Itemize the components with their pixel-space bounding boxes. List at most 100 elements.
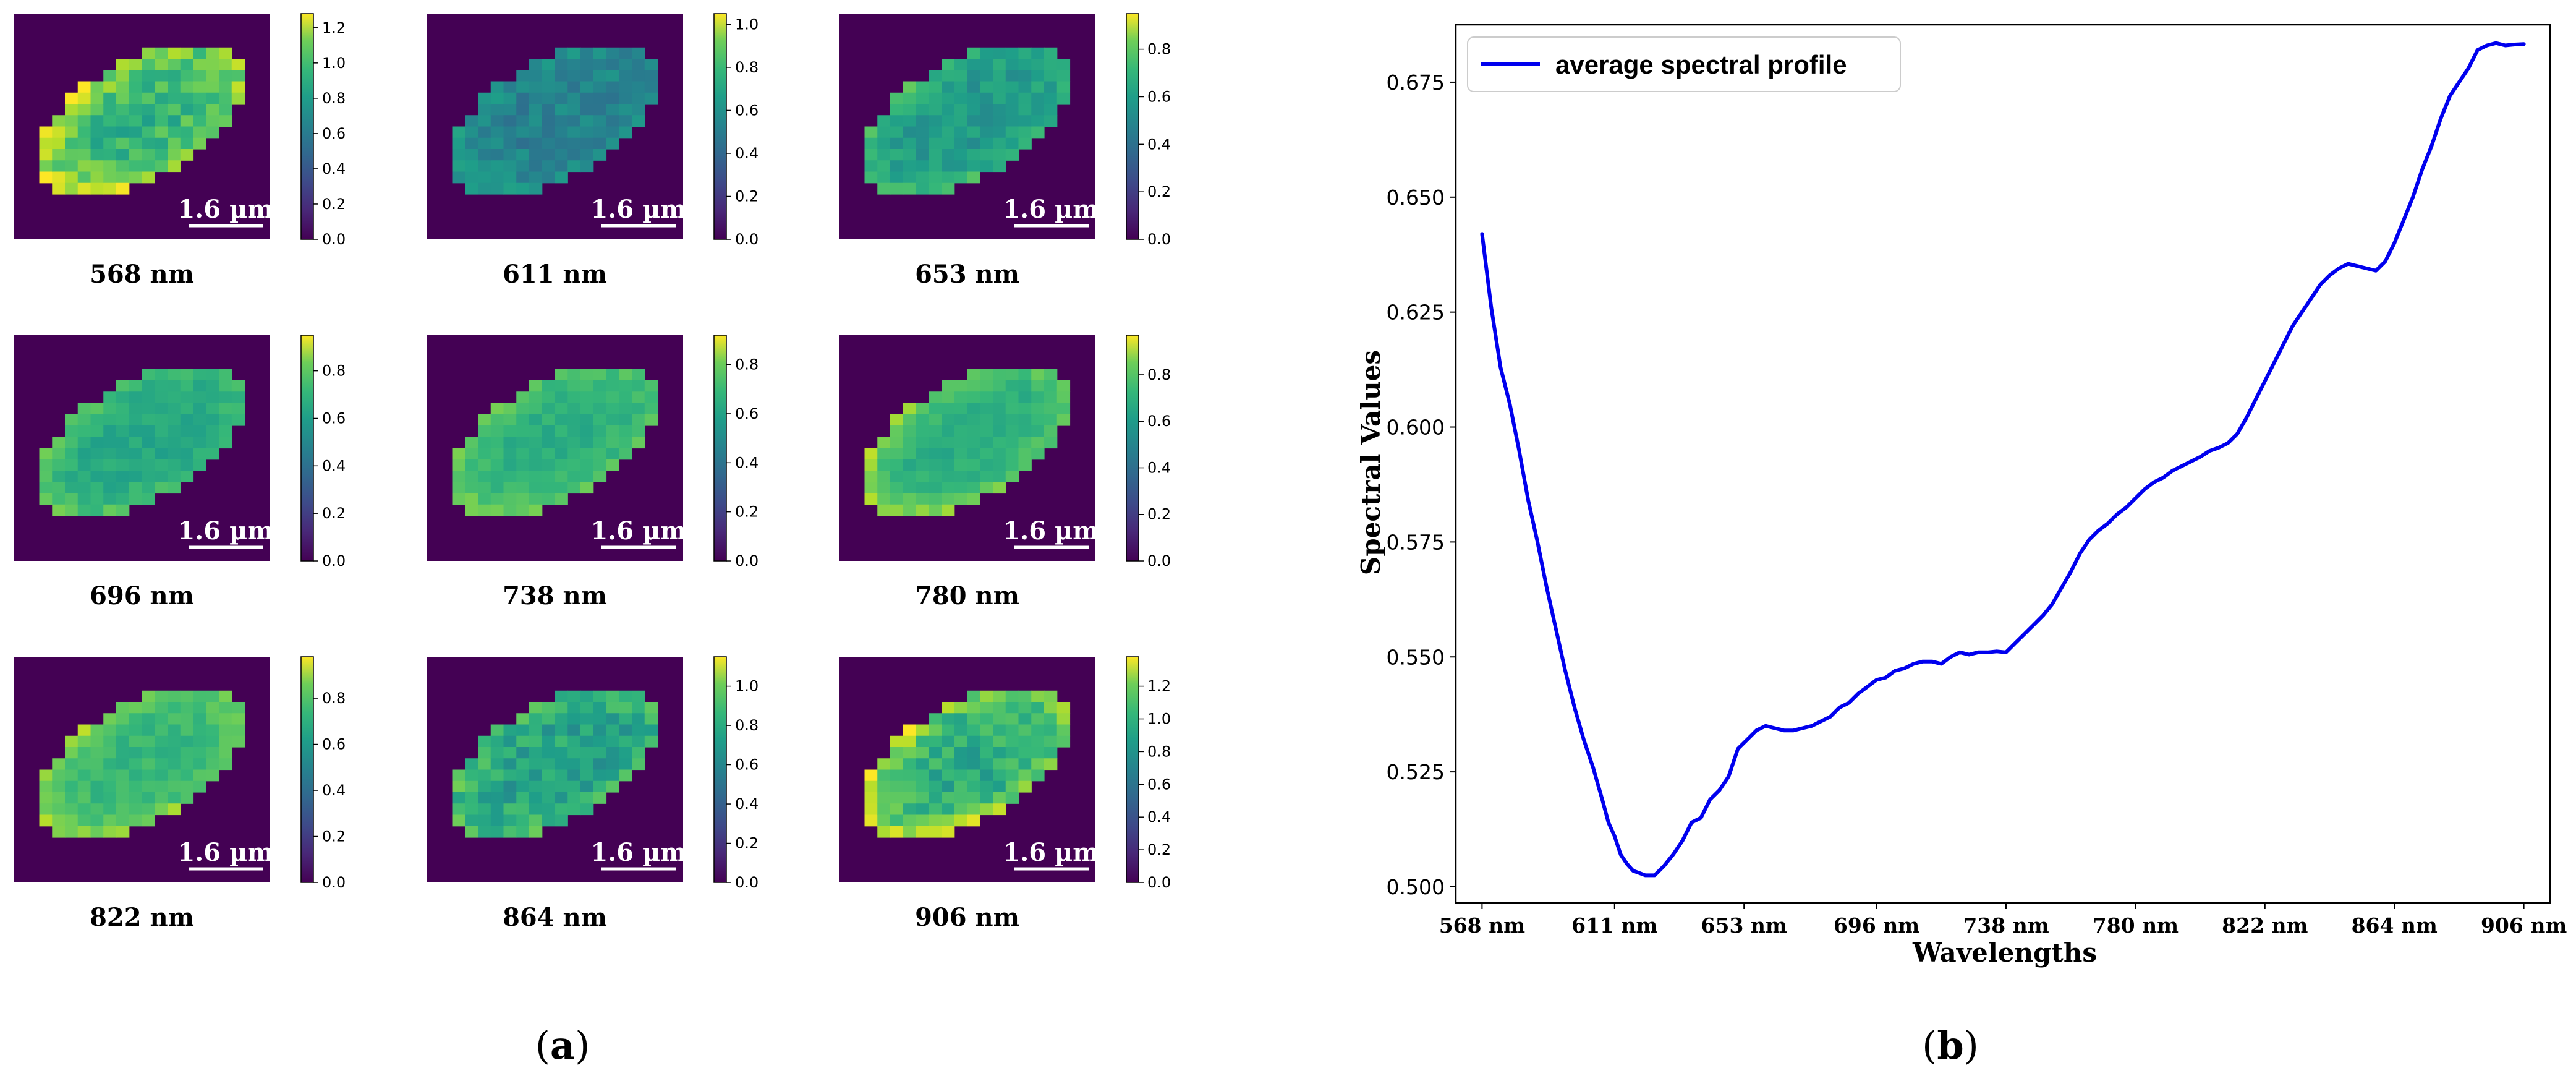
pixel	[864, 792, 878, 804]
colorbar-tick-label: 0.8	[322, 90, 346, 107]
pixel	[529, 826, 543, 838]
pixel	[103, 149, 117, 161]
pixel	[193, 81, 206, 93]
pixel	[967, 792, 980, 804]
pixel	[168, 425, 181, 437]
pixel	[129, 814, 143, 827]
pixel	[65, 459, 79, 471]
pixel	[1056, 380, 1071, 392]
pixel	[1005, 758, 1019, 771]
pixel	[619, 47, 632, 59]
pixel	[980, 803, 993, 816]
band-caption: 906 nm	[915, 903, 1019, 932]
pixel	[942, 437, 955, 449]
pixel	[916, 171, 929, 184]
pixel	[516, 826, 530, 838]
pixel	[116, 182, 130, 195]
pixel	[116, 126, 130, 139]
pixel	[1031, 702, 1045, 714]
pixel	[116, 171, 130, 184]
pixel	[490, 126, 504, 139]
pixel	[967, 471, 980, 482]
pixel	[619, 437, 632, 449]
pixel	[567, 437, 581, 449]
pixel	[516, 160, 530, 173]
pixel	[980, 747, 993, 759]
pixel	[90, 171, 104, 184]
pixel	[206, 448, 219, 460]
pixel	[103, 803, 117, 816]
pixel	[903, 780, 917, 793]
pixel	[877, 471, 891, 482]
pixel	[1056, 403, 1071, 415]
pixel	[942, 747, 955, 759]
plot-frame	[1455, 24, 2551, 904]
pixel	[193, 70, 206, 82]
pixel	[503, 482, 517, 494]
pixel	[632, 104, 645, 116]
pixel	[967, 702, 980, 714]
colorbar-tick-label: 0.4	[1147, 808, 1171, 826]
x-tick-label: 611 nm	[1571, 913, 1657, 938]
pixel	[593, 758, 607, 771]
pixel	[77, 803, 91, 816]
pixel	[916, 149, 929, 161]
pixel	[478, 792, 491, 804]
pixel	[954, 724, 968, 737]
pixel	[65, 171, 79, 184]
pixel	[1044, 747, 1058, 759]
pixel	[980, 780, 993, 793]
pixel	[77, 437, 91, 449]
pixel	[593, 425, 607, 437]
pixel	[1056, 713, 1071, 725]
pixel	[503, 780, 517, 793]
pixel	[193, 403, 206, 415]
pixel	[555, 391, 568, 404]
pixel	[980, 81, 993, 93]
pixel	[954, 471, 968, 482]
pixel	[478, 814, 491, 827]
pixel	[632, 713, 645, 725]
pixel	[116, 81, 130, 93]
pixel	[632, 380, 645, 392]
pixel	[77, 115, 91, 127]
pixel	[77, 81, 91, 93]
pixel	[129, 115, 143, 127]
pixel	[942, 713, 955, 725]
pixel	[567, 803, 581, 816]
pixel	[890, 747, 904, 759]
pixel	[77, 403, 91, 415]
pixel	[967, 380, 980, 392]
pixel	[39, 459, 53, 471]
pixel	[993, 47, 1006, 59]
pixel	[129, 391, 143, 404]
pixel	[606, 137, 619, 150]
pixel	[103, 504, 117, 516]
pixel	[980, 126, 993, 139]
pixel	[593, 792, 607, 804]
pixel	[942, 425, 955, 437]
pixel	[529, 403, 543, 415]
cell-pixels	[864, 369, 1071, 516]
pixel	[65, 482, 79, 494]
colorbar-tick-label: 0.2	[735, 503, 759, 521]
pixel	[606, 702, 619, 714]
pixel	[52, 126, 66, 139]
pixel	[1018, 724, 1032, 737]
pixel	[606, 126, 619, 139]
colorbar-tick-label: 0.4	[1147, 135, 1171, 153]
pixel	[567, 126, 581, 139]
pixel	[155, 425, 168, 437]
pixel	[890, 758, 904, 771]
pixel	[954, 758, 968, 771]
pixel	[465, 437, 478, 449]
pixel	[967, 171, 980, 184]
pixel	[155, 459, 168, 471]
pixel	[206, 414, 219, 426]
pixel	[567, 137, 581, 150]
pixel	[1056, 59, 1071, 70]
pixel	[193, 59, 206, 70]
pixel	[116, 391, 130, 404]
pixel	[129, 92, 143, 105]
colorbar-tick-label: 0.6	[1147, 88, 1171, 105]
